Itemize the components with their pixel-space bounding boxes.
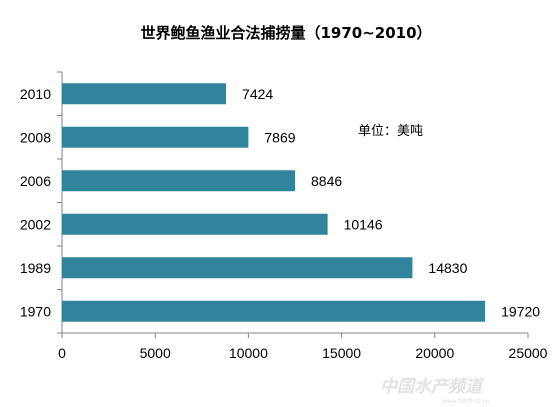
data-label: 7424 [242,86,273,102]
unit-note: 单位：美吨 [358,124,423,139]
x-ticks-group: 0 5000 10000 15000 20000 25000 [58,333,548,361]
x-tick-label: 20000 [415,345,454,361]
x-tick-label: 25000 [509,345,548,361]
bar [62,126,249,148]
data-label: 8846 [311,173,342,189]
x-tick-label: 0 [58,345,66,361]
x-tick-label: 15000 [322,345,361,361]
data-label: 7869 [264,129,295,145]
bars-group: 7424 7869 8846 10146 14830 19720 [62,83,540,322]
y-tick-label: 2002 [20,216,51,232]
y-tick-label: 2006 [20,173,51,189]
data-label: 10146 [344,216,383,232]
chart-title: 世界鲍鱼渔业合法捕捞量（1970~2010） [140,24,431,42]
data-label: 14830 [428,260,467,276]
y-tick-label: 1970 [20,303,51,319]
bar [62,170,295,192]
y-ticks-group: 2010 2008 2006 2002 1989 1970 [20,71,62,334]
watermark-url: www.fishfirst.cn [442,398,490,405]
watermark: 中国水产频道 www.fishfirst.cn [380,377,490,405]
data-label: 19720 [501,303,540,319]
bar [62,83,227,105]
bar [62,300,486,322]
bar [62,213,328,235]
y-tick-label: 1989 [20,260,51,276]
bar [62,257,413,279]
y-tick-label: 2008 [20,129,51,145]
x-tick-label: 10000 [229,345,268,361]
y-tick-label: 2010 [20,86,51,102]
x-tick-label: 5000 [140,345,171,361]
watermark-text: 中国水产频道 [380,377,485,397]
